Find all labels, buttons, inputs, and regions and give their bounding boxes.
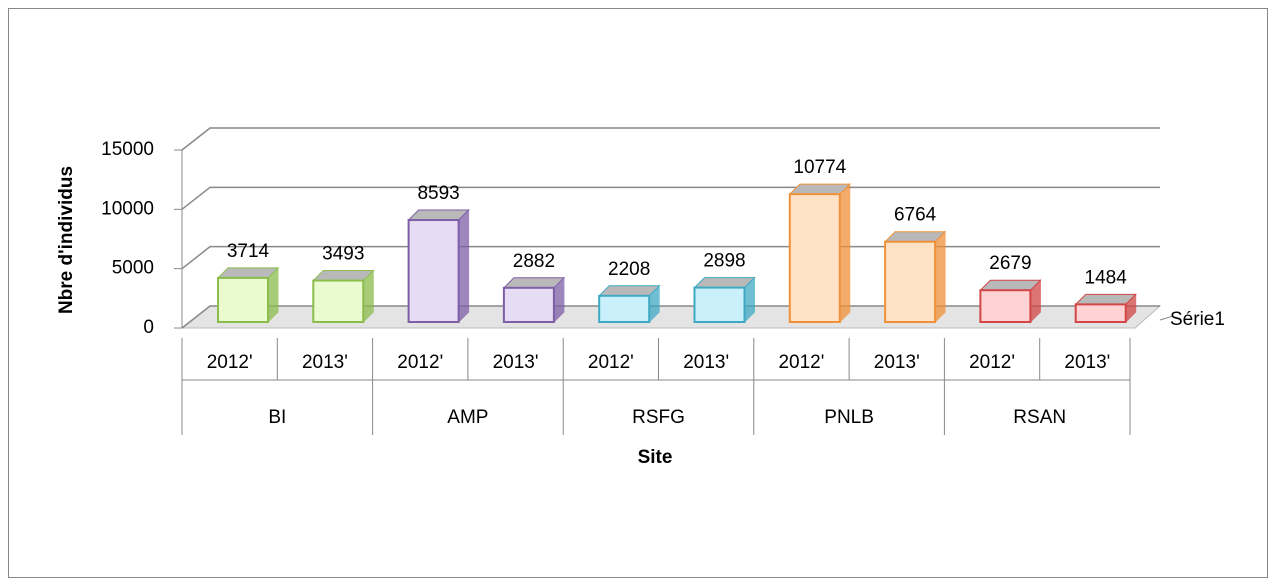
bar: [788, 193, 841, 323]
x-tick-label: 2013': [1064, 352, 1110, 373]
data-label: 2882: [513, 251, 555, 272]
bar-top: [788, 183, 852, 195]
x-tick-label: 2012': [207, 352, 253, 373]
x-tick-label: 2013': [302, 352, 348, 373]
bar-top: [1074, 293, 1137, 305]
x-tick-label: 2012': [588, 352, 634, 373]
y-tick-label: 15000: [101, 139, 154, 160]
bar-3d: [883, 230, 947, 324]
bar: [598, 294, 651, 323]
y-tick-label: 5000: [112, 258, 154, 279]
bar-3d: [788, 182, 852, 324]
group-label: BI: [268, 407, 286, 428]
bar-3d: [597, 284, 661, 324]
data-label: 2898: [703, 251, 745, 272]
x-tick-label: 2012': [969, 352, 1015, 373]
y-tick-label: 10000: [101, 198, 154, 219]
bar-3d: [502, 276, 566, 324]
x-tick-label: 2012': [397, 352, 443, 373]
bar-top: [216, 267, 280, 279]
series-leader: [1159, 315, 1174, 321]
y-tick-label: 0: [143, 317, 154, 338]
bar: [407, 219, 460, 324]
bar-3d: [693, 276, 756, 324]
bar-top: [407, 209, 470, 221]
data-label: 8593: [417, 183, 459, 204]
bar-top: [693, 277, 756, 289]
bar-3d: [312, 269, 375, 324]
data-label: 6764: [894, 205, 937, 226]
bar: [979, 289, 1032, 323]
bar-3d: [1074, 293, 1137, 324]
bar-top: [883, 231, 947, 243]
bar: [217, 276, 269, 323]
x-tick-label: 2013': [874, 352, 920, 373]
bar-side: [458, 208, 470, 324]
data-label: 1484: [1085, 267, 1128, 288]
bar: [1074, 303, 1127, 323]
bar: [693, 286, 746, 324]
bar-top: [312, 270, 375, 282]
data-label: 2679: [989, 253, 1031, 274]
grid-line: [181, 127, 1160, 151]
x-tick-label: 2013': [683, 352, 729, 373]
group-label: AMP: [447, 407, 488, 428]
x-axis-title: Site: [638, 447, 673, 468]
data-label: 3714: [227, 241, 270, 262]
group-label: RSFG: [632, 407, 685, 428]
x-tick-label: 2013': [493, 352, 539, 373]
bar-side: [934, 230, 946, 324]
y-axis-title: Nbre d'individus: [56, 166, 77, 314]
series-label: Série1: [1170, 309, 1225, 330]
data-label: 2208: [608, 259, 650, 280]
data-label: 3493: [322, 244, 364, 265]
bar: [502, 286, 555, 323]
bar: [884, 240, 937, 324]
bar: [312, 279, 365, 324]
x-tick-label: 2012': [778, 352, 824, 373]
bar-top: [597, 285, 661, 297]
group-label: PNLB: [824, 407, 874, 428]
bar-3d: [979, 279, 1042, 324]
bar-side: [839, 182, 851, 324]
data-label: 10774: [793, 157, 846, 178]
bar-3d: [407, 208, 470, 324]
bar-top: [502, 277, 566, 289]
bar-3d: [216, 266, 280, 324]
bar-top: [979, 279, 1042, 291]
group-label: RSAN: [1013, 407, 1066, 428]
